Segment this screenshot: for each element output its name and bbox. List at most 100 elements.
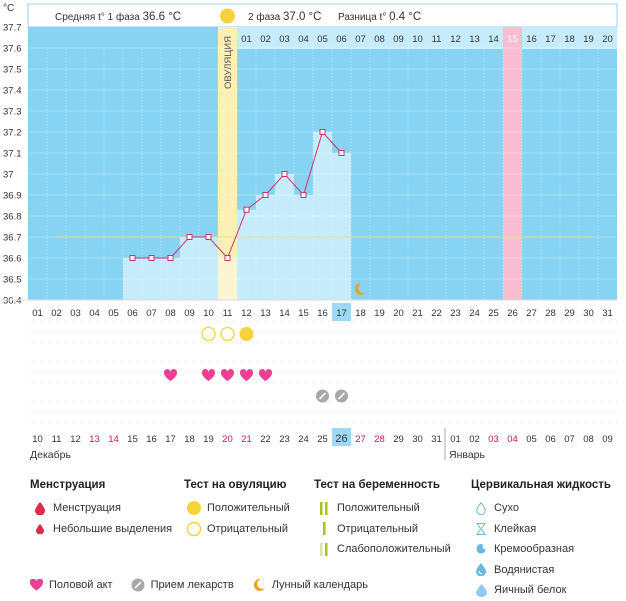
small-drop-icon <box>30 521 50 537</box>
today-highlight <box>332 303 351 321</box>
phase2-day-label: 20 <box>602 34 613 45</box>
phase2-day-label: 14 <box>488 34 499 45</box>
cycle-day-label: 17 <box>336 308 347 319</box>
calendar-date-label: 19 <box>203 434 214 445</box>
calendar-date-label: 05 <box>526 434 537 445</box>
cycle-day-label: 15 <box>298 308 309 319</box>
cycle-day-label: 24 <box>469 308 480 319</box>
phase2-day-label: 10 <box>412 34 423 45</box>
cycle-day-label: 09 <box>184 308 195 319</box>
temperature-point <box>205 234 212 240</box>
phase1-average: Средняя t° 1 фаза 36.6 °C <box>55 11 181 23</box>
cycle-day-label: 01 <box>32 308 43 319</box>
legend-menstruation: Менструация Менструация Небольшие выделе… <box>30 479 172 539</box>
calendar-date-label: 31 <box>431 434 442 445</box>
calendar-date-label: 30 <box>412 434 423 445</box>
calendar-date-label: 17 <box>165 434 176 445</box>
outline-circle-icon <box>184 521 204 537</box>
phase2-day-label: 03 <box>279 34 290 45</box>
cycle-day-label: 03 <box>70 308 81 319</box>
temperature-point <box>300 192 307 198</box>
cycle-day-label: 22 <box>431 308 442 319</box>
calendar-date-label: 02 <box>469 434 480 445</box>
legend-label: Слабоположительный <box>337 543 451 556</box>
moon-icon <box>252 578 266 592</box>
temperature-point <box>129 255 136 261</box>
cycle-day-label: 23 <box>450 308 461 319</box>
calendar-date-label: 11 <box>52 434 62 445</box>
legend-label: Отрицательный <box>337 522 418 535</box>
cycle-day-label: 18 <box>355 308 366 319</box>
phase2-day-label: 06 <box>336 34 347 45</box>
phase2-day-label: 09 <box>393 34 404 45</box>
cycle-day-label: 26 <box>507 308 518 319</box>
cycle-day-label: 30 <box>583 308 594 319</box>
phase2-day-label: 15 <box>507 34 518 45</box>
temperature-bar <box>199 237 218 300</box>
temperature-bar <box>180 237 199 300</box>
phase2-day-label: 19 <box>583 34 594 45</box>
calendar-date-label: 06 <box>545 434 556 445</box>
y-tick-label: 37.4 <box>3 86 22 97</box>
cycle-day-label: 07 <box>146 308 157 319</box>
heart-icon <box>239 369 254 381</box>
legend-label: Яичный белок <box>494 584 567 597</box>
pill-icon-stripe <box>337 392 346 400</box>
cycle-day-label: 13 <box>260 308 271 319</box>
calendar-date-label: 03 <box>488 434 499 445</box>
calendar-date-label: 25 <box>317 434 328 445</box>
temperature-point <box>186 234 193 240</box>
month-label-january: Январь <box>449 449 486 461</box>
legend-pregnancy-item: Отрицательный <box>314 519 451 540</box>
moon-icon <box>355 282 366 295</box>
calendar-date-label: 21 <box>241 434 252 445</box>
y-tick-label: 37.7 <box>3 23 22 34</box>
dry-drop-icon <box>471 500 491 516</box>
ovulation-label: ОВУЛЯЦИЯ <box>223 36 234 89</box>
temperature-line <box>132 131 342 259</box>
temperature-point <box>338 150 345 156</box>
cycle-day-label: 25 <box>488 308 499 319</box>
phase2-day-label: 16 <box>526 34 537 45</box>
y-tick-label: 36.6 <box>3 254 22 265</box>
legend-label: Отрицательный <box>207 522 288 535</box>
temperature-bar <box>256 195 275 300</box>
legend-label: Сухо <box>494 502 519 515</box>
calendar-date-label: 04 <box>507 434 518 445</box>
month-label-december: Декабрь <box>30 449 71 461</box>
pill-icon-stripe <box>318 392 327 400</box>
calendar-date-label: 10 <box>32 434 43 445</box>
cycle-day-label: 28 <box>545 308 556 319</box>
calendar-date-label: 22 <box>260 434 271 445</box>
temperature-point <box>224 255 231 261</box>
temperature-point <box>262 192 269 198</box>
double-bar-icon <box>314 500 334 516</box>
faint-double-bar-icon <box>314 541 334 557</box>
temperature-point <box>243 206 250 213</box>
calendar-date-label: 09 <box>602 434 613 445</box>
temperature-difference: Разница t° 0.4 °C <box>338 11 421 23</box>
legend-ovulation-item: Положительный <box>184 498 290 519</box>
legend-label: Менструация <box>53 502 121 515</box>
cycle-day-label: 31 <box>602 308 613 319</box>
cycle-day-label: 20 <box>393 308 404 319</box>
legend-cervical-item: Водянистая <box>471 560 611 581</box>
y-tick-label: 36.9 <box>3 191 22 202</box>
heart-icon <box>163 369 178 381</box>
y-tick-label: 36.4 <box>3 296 22 307</box>
legend-pregnancy-test-title: Тест на беременность <box>314 479 440 491</box>
phase2-day-label: 04 <box>298 34 309 45</box>
legend-menstruation-title: Менструация <box>30 479 106 491</box>
calendar-date-label: 14 <box>108 434 119 445</box>
cycle-day-label: 12 <box>241 308 252 319</box>
legend-cervical-item: Клейкая <box>471 519 611 540</box>
legend-ovulation-test-title: Тест на овуляцию <box>184 479 287 491</box>
ovulation-test-negative-icon <box>201 326 216 342</box>
today-date-highlight <box>332 428 351 446</box>
calendar-date-label: 20 <box>222 434 233 445</box>
calendar-date-label: 29 <box>393 434 404 445</box>
phase2-day-label: 05 <box>317 34 328 45</box>
y-tick-label: 37.3 <box>3 107 22 118</box>
phase2-average: 2 фаза 37.0 °C <box>248 11 321 23</box>
legend-label: Половой акт <box>49 579 113 591</box>
